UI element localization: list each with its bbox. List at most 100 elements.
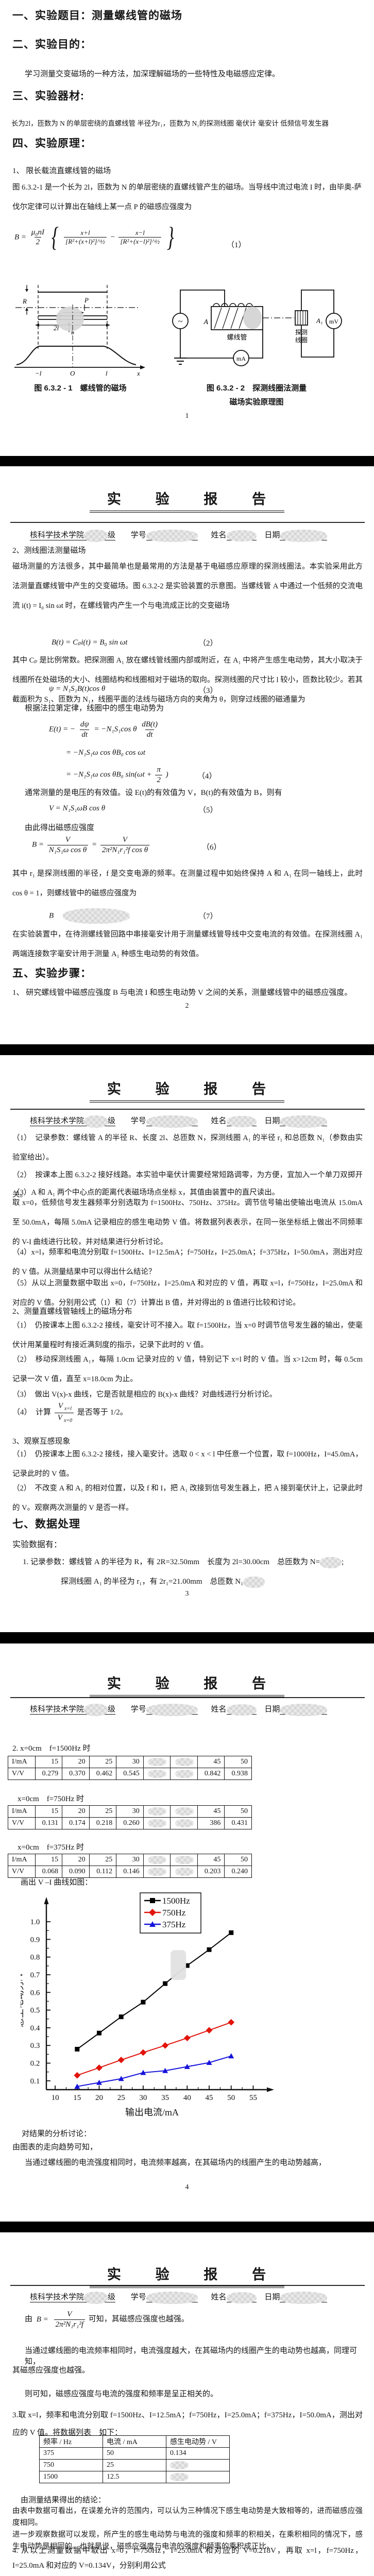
svg-text:1.0: 1.0 xyxy=(30,1918,40,1926)
svg-text:30: 30 xyxy=(139,2094,147,2102)
figure2-caption-1: 图 6.3.2 - 2 探测线圈法测量 xyxy=(206,384,307,393)
table-cell: 0.431 xyxy=(224,1817,252,1829)
svg-text:输出电流/mA: 输出电流/mA xyxy=(125,2107,179,2117)
frac-den: 2 xyxy=(155,774,162,785)
table-cell xyxy=(143,1817,171,1829)
table-cell: 0.203 xyxy=(197,1866,225,1878)
table-cell: 25 xyxy=(89,1756,117,1768)
data-table-375hz: I/mA 15 20 25 30 45 50 V/V 0.068 0.090 0.112 0.146 0… xyxy=(8,1854,252,1878)
para: 其中 r₁ 是探测线圈的半径，f 是交变电源的频率。在测量过程中如始终保持 A … xyxy=(12,870,363,897)
text: 探测线圈 A₁ 的半径为 r₁，有 2r₁=21.00mm 总匝数 N₁ xyxy=(61,1578,244,1586)
redacted-cell xyxy=(148,1855,167,1864)
student-info-line: 核科学技术学院 级 学号 姓名 日期 xyxy=(30,2291,328,2304)
svg-text:20: 20 xyxy=(95,2094,103,2102)
table-cell xyxy=(143,1756,171,1768)
section-title-1: 一、实验题目：测量螺线管的磁场 xyxy=(12,10,182,22)
page-separator xyxy=(0,456,374,466)
svg-text:0.2: 0.2 xyxy=(30,2060,40,2068)
table-cell xyxy=(143,1768,171,1780)
redacted-date xyxy=(280,2291,328,2304)
frac-den: 2 xyxy=(34,237,42,247)
redacted-date xyxy=(280,1703,328,1716)
purpose-text: 学习测量交变磁场的一种方法，加深理解磁场的一些特性及电磁感应定律。 xyxy=(25,70,280,78)
equation-6: B = V N₁S₁ω cos θ = V 2π²N₁r₁²f cos θ （6） xyxy=(32,835,222,855)
frac-num: π xyxy=(157,766,161,774)
svg-text:0.8: 0.8 xyxy=(30,1954,40,1962)
data-table-750hz: I/mA 15 20 25 30 45 50 V/V 0.131 0.174 0.218 0.260 3… xyxy=(8,1805,252,1829)
institute-label: 核科学技术学院 xyxy=(30,1705,84,1715)
sid-label: 学号 xyxy=(130,2293,146,2301)
table-cell: 15 xyxy=(35,1854,63,1866)
redacted-grade xyxy=(84,1115,108,1128)
eq-body: ψ = N₁S₁B(t)cos θ xyxy=(49,685,106,693)
section-title-7: 七、数据处理 xyxy=(12,1518,80,1530)
label-R: R xyxy=(22,297,27,305)
table-cell: 0.112 xyxy=(89,1866,117,1878)
svg-text:1500Hz: 1500Hz xyxy=(162,1896,190,1906)
frac-den: [R²+(x+l)²]^½ xyxy=(64,237,107,246)
table-title-1500: 2. x=0cm f=1500Hz 时 xyxy=(12,1744,91,1753)
redacted-sid xyxy=(146,529,198,542)
frac-den: dt xyxy=(80,729,90,740)
table-cell: 750 xyxy=(39,2459,103,2471)
redacted-cell xyxy=(175,1807,194,1816)
table-cell xyxy=(166,2471,230,2483)
table-cell: 1500 xyxy=(39,2471,103,2483)
table-cell: 0.938 xyxy=(224,1768,252,1780)
sub-3: 3、观察互感现象 xyxy=(12,1437,71,1446)
redacted-date xyxy=(280,529,328,542)
frac-den: N₁S₁ω cos θ xyxy=(47,844,89,855)
student-info-line: 核科学技术学院 级 学号 姓名 日期 xyxy=(30,1703,328,1716)
name-label: 姓名 xyxy=(211,2293,227,2301)
page-separator xyxy=(0,1632,374,1643)
step-1: 1、 研究螺线管中磁感应强度 B 与电流 I 和感生电动势 V 之间的关系，测量… xyxy=(12,989,352,997)
table-cell: 电流 / mA xyxy=(103,2435,166,2448)
para: 其磁感应强度也越强。 xyxy=(12,2366,90,2375)
table-cell: 30 xyxy=(116,1854,144,1866)
para: 则可知，磁感应强度与电流的强度和频率是呈正相关的。 xyxy=(25,2390,218,2398)
table-cell: I/mA xyxy=(8,1854,36,1866)
table-cell xyxy=(143,1805,171,1818)
redacted-grade xyxy=(84,529,108,542)
eq-part: B = xyxy=(36,2315,48,2324)
table-title-375: x=0cm f=375Hz 时 xyxy=(18,1843,84,1852)
report-title: 实 验 报 告 xyxy=(89,2267,285,2288)
frac-num: V xyxy=(65,836,71,844)
table-cell xyxy=(170,1817,198,1829)
eq-part: = xyxy=(91,840,97,849)
eq-part: B = xyxy=(32,840,44,849)
page-number: 1 xyxy=(185,412,189,420)
equation-4b: = −N₁S₁ω cos θB₀ cos ωt xyxy=(66,749,146,757)
para: 实验数据有： xyxy=(12,1540,62,1549)
text: 由 xyxy=(25,2315,33,2324)
redacted-N xyxy=(320,1556,342,1568)
svg-text:0.1: 0.1 xyxy=(30,2077,40,2086)
equation-1: B = μ₀nI 2 { x+l [R²+(x+l)²]^½ − x−l [R²+(x… xyxy=(14,222,246,252)
table-cell: 0.545 xyxy=(116,1768,144,1780)
page-5: 实 验 报 告 核科学技术学院 级 学号 姓名 日期 由 B = V 2π²N₁r₁… xyxy=(0,2232,374,2576)
para: 4. 从以上测量数据中取出 x=0，f=750Hz，I=25.0mA 和对应的 … xyxy=(12,2547,363,2570)
eq-part: E(t) = − xyxy=(49,725,76,734)
student-info-line: 核科学技术学院 级 学号 姓名 日期 xyxy=(30,529,328,542)
record-params-1: 1. 记录参数：螺线管 A 的半径为 R，有 2R=32.50mm 长度为 2l… xyxy=(23,1556,344,1568)
para: 由此得出磁感应强度 xyxy=(25,824,95,832)
figure1-caption: 图 6.3.2 - 1 螺线管的磁场 xyxy=(34,384,127,393)
analysis-title: 对结果的分析讨论： xyxy=(22,2130,92,2138)
equation-3: ψ = N₁S₁B(t)cos θ （3） xyxy=(49,685,218,695)
table-cell: 20 xyxy=(62,1805,90,1818)
eq-body: B(t) = Cₚi(t) = B₀ sin ωt xyxy=(52,638,128,647)
sid-label: 学号 xyxy=(130,1705,146,1714)
label-neg-l: −l xyxy=(35,369,42,377)
eq-part: = −N₁S₁cos θ xyxy=(94,725,137,734)
table-cell: 0.134 xyxy=(166,2447,230,2460)
table-cell: 15 xyxy=(35,1805,63,1818)
draw-curve-label: 画出 V –I 曲线如图： xyxy=(21,1878,93,1887)
freq-current-emf-table: 频率 / Hz 电流 / mA 感生电动势 / V 375 50 0.134 750 25 15… xyxy=(39,2435,230,2483)
label-2l: 2l xyxy=(54,324,59,332)
milliammeter-icon: mA xyxy=(236,355,246,362)
svg-text:50: 50 xyxy=(227,2094,235,2102)
grade-suffix: 级 xyxy=(108,1117,116,1126)
brace-close: } xyxy=(166,222,174,252)
